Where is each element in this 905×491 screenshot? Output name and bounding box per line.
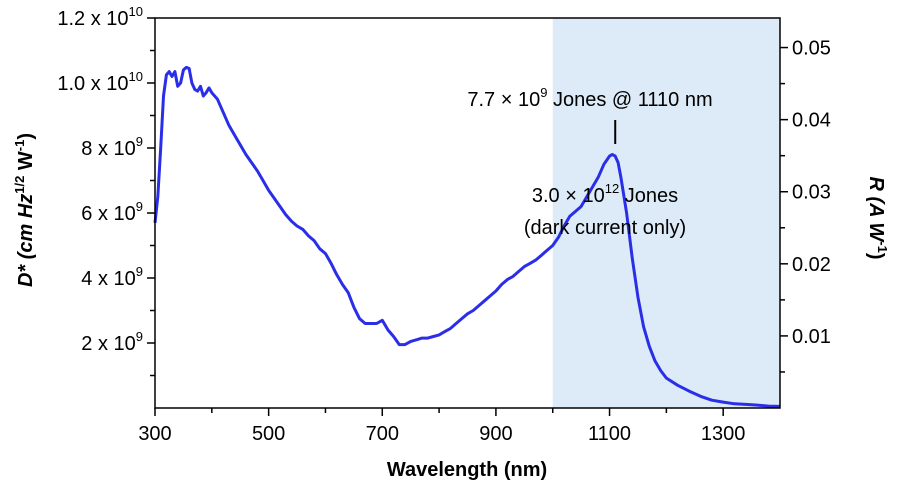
peak-annotation: 7.7 × 109 Jones @ 1110 nm [467,85,712,111]
series-line-0 [153,65,781,408]
x-tick-label: 1300 [701,423,746,445]
y-right-tick-label: 0.05 [792,38,831,60]
dark-current-annotation-line2: (dark current only) [524,217,686,239]
dark-current-annotation-line1: 3.0 × 1012 Jones [532,181,678,207]
dark-annotation-suffix: Jones [619,185,678,207]
y-left-tick-label: 2 x 109 [81,329,143,355]
y-axis-right-title: R (A W-1) [865,176,890,259]
y-left-title-main: D* (cm Hz [15,194,37,287]
y-right-tick-label: 0.03 [792,182,831,204]
y-right-tick-label: 0.04 [792,110,831,132]
shaded-region [552,18,780,408]
x-tick-label: 300 [138,423,171,445]
x-axis: 300 500 700 900 1100 1300 [138,408,745,445]
x-axis-title: Wavelength (nm) [387,459,547,481]
y-axis-right: 0.01 0.02 0.03 0.04 0.05 [780,38,831,373]
y-left-title-sup1: 1/2 [12,176,27,194]
y-left-title-end: ) [15,133,37,140]
series-layer [153,65,781,408]
y-left-tick-label: 4 x 109 [81,264,143,290]
y-axis-left-title: D* (cm Hz1/2 W-1) [12,133,37,287]
y-left-title-sup2: -1 [12,140,27,152]
y-right-tick-label: 0.02 [792,254,831,276]
x-tick-label: 700 [366,423,399,445]
x-tick-label: 500 [252,423,285,445]
peak-annotation-exp: 9 [540,85,547,100]
dark-annotation-mantissa: 3.0 × 10 [532,185,605,207]
x-tick-label: 900 [479,423,512,445]
y-left-title-mid: W [15,151,37,176]
y-left-tick-label: 1.2 x 1010 [57,4,143,30]
x-tick-label: 1100 [588,423,631,445]
y-right-tick-label: 0.01 [792,326,831,348]
y-right-title-main: R (A W [865,176,887,243]
y-left-tick-label: 1.0 x 1010 [57,69,143,95]
y-axis-left: 2 x 109 4 x 109 6 x 109 8 x 109 1.0 x 1010 1.… [57,4,155,377]
y-left-tick-label: 8 x 109 [81,134,143,160]
y-left-tick-label: 6 x 109 [81,199,143,225]
peak-annotation-mantissa: 7.7 × 10 [467,89,540,111]
y-right-title-end: ) [865,253,887,260]
dark-annotation-exp: 12 [605,181,619,196]
y-right-title-sup: -1 [875,241,890,253]
peak-annotation-suffix: Jones @ 1110 nm [547,89,712,111]
